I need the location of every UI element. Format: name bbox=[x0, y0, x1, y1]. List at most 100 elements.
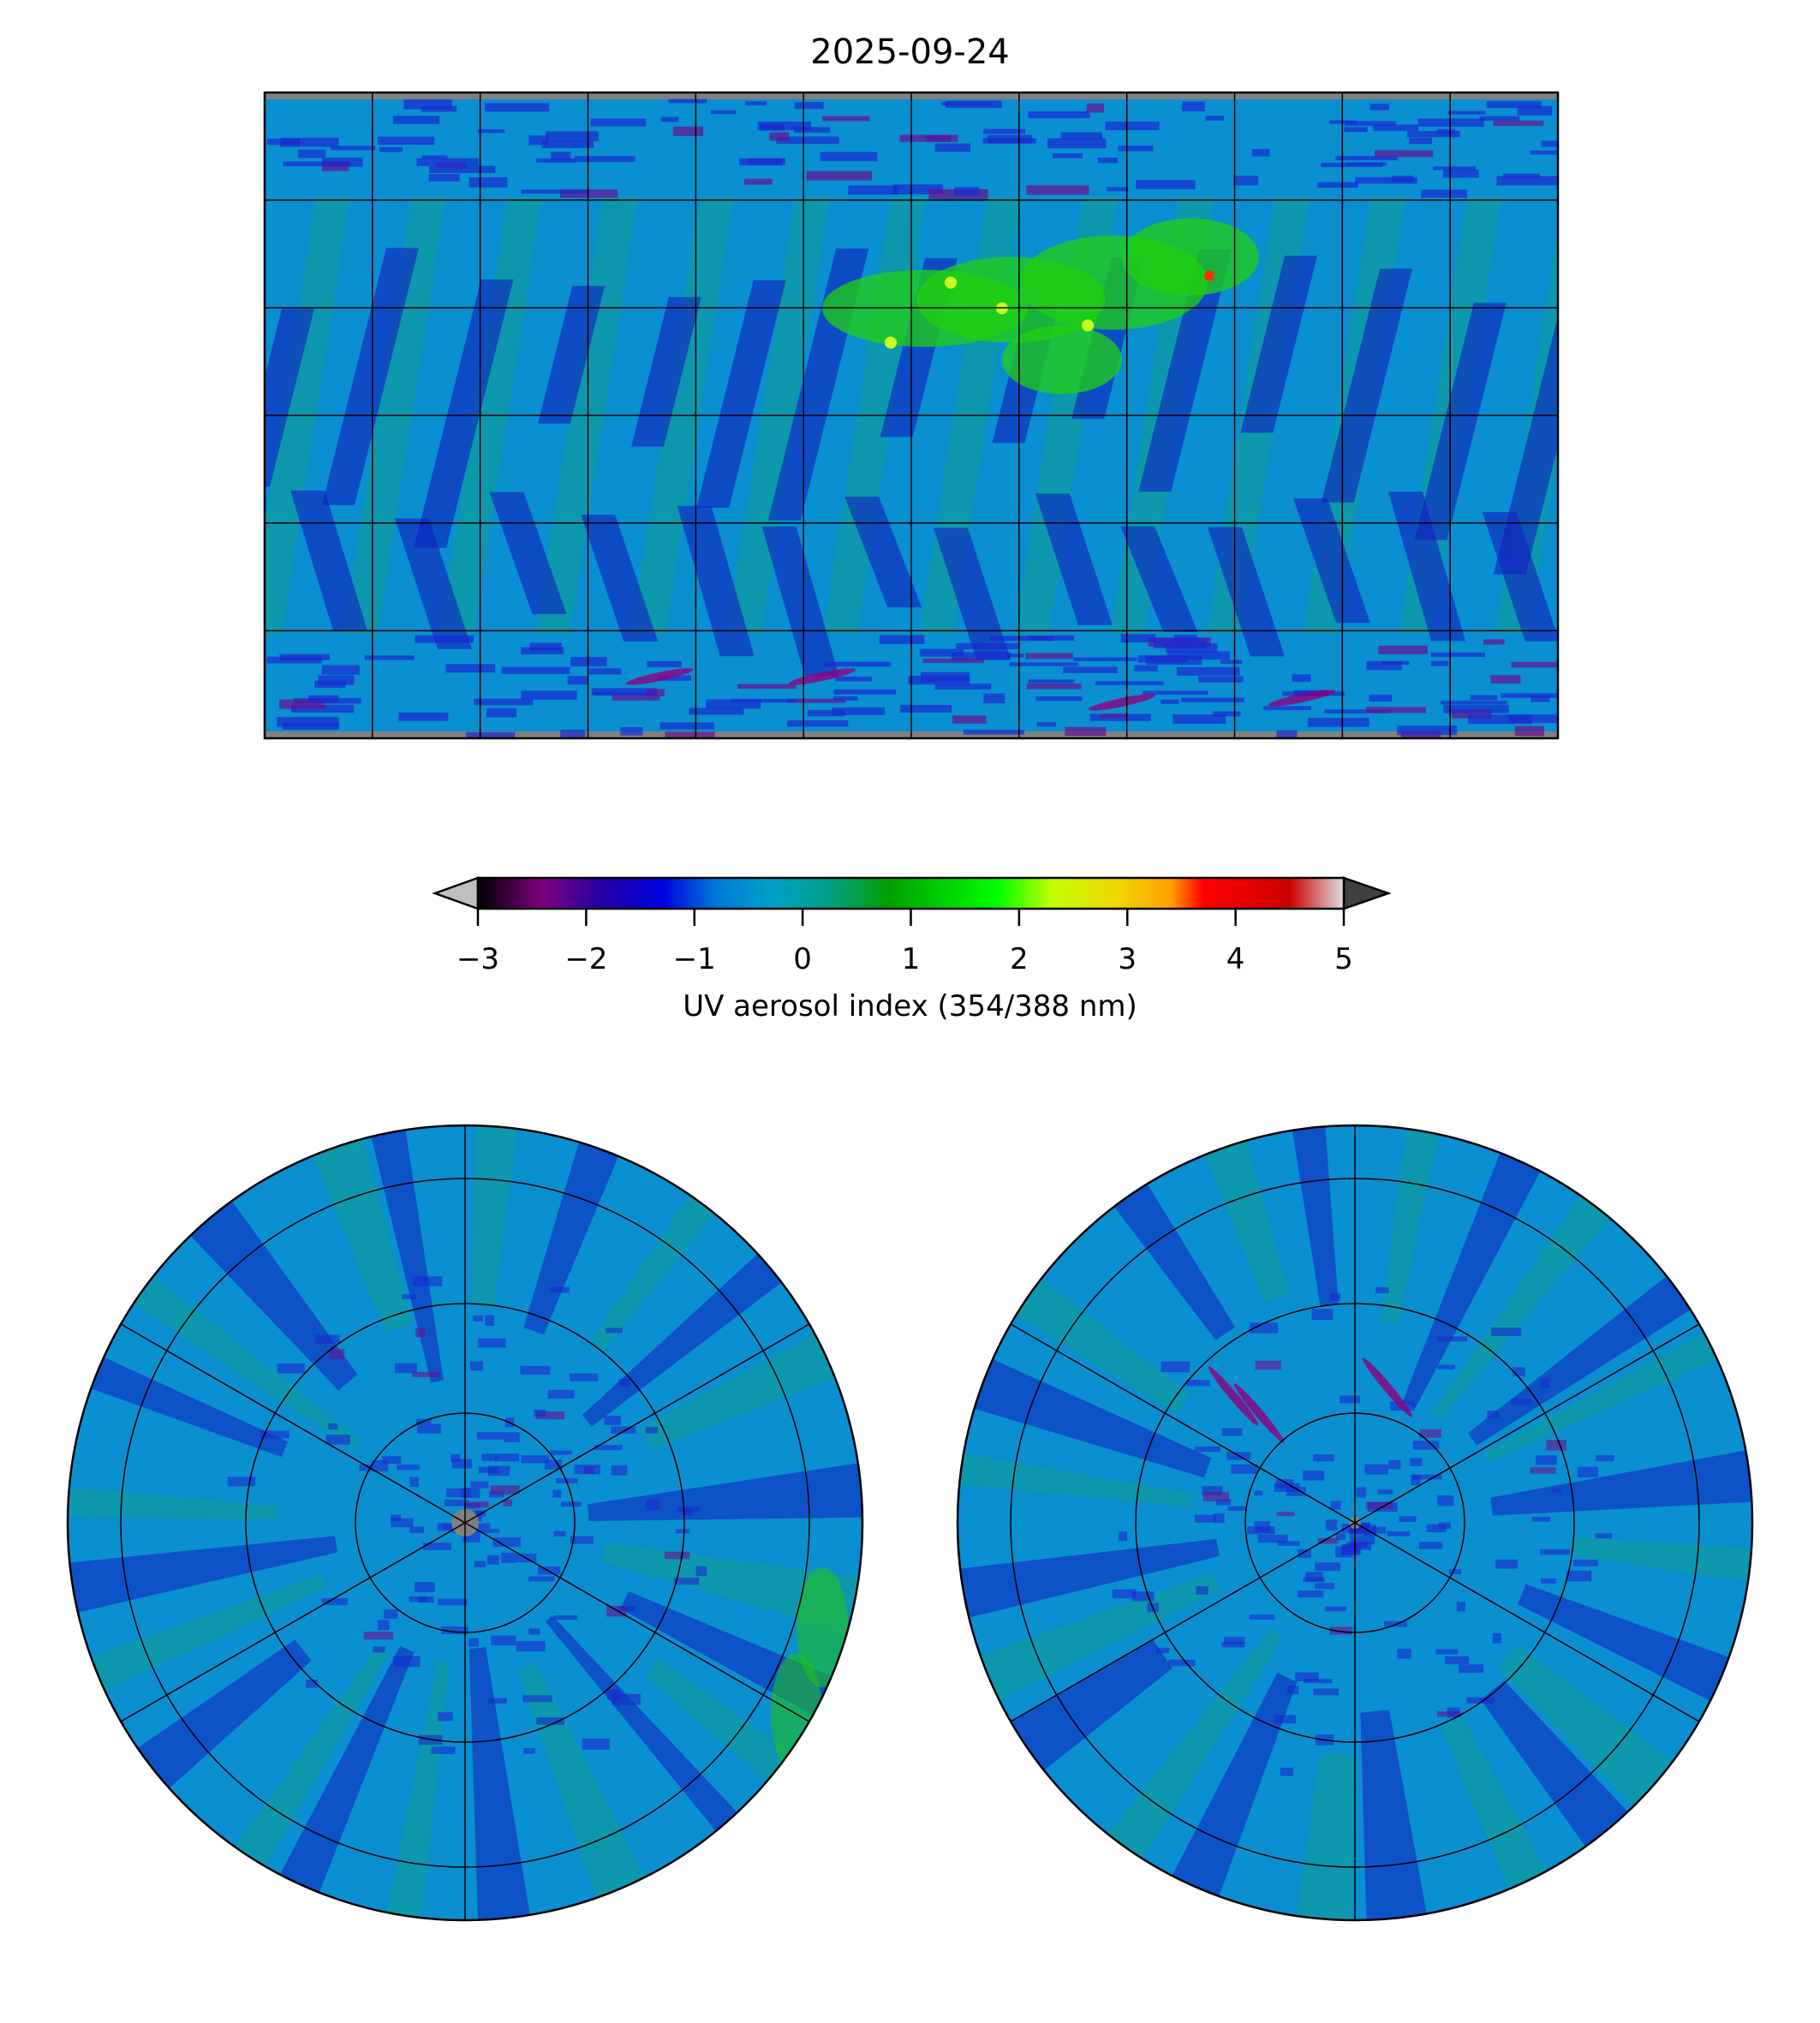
polar-noise bbox=[1186, 1380, 1210, 1387]
polar-noise bbox=[787, 720, 849, 727]
polar-noise bbox=[1028, 110, 1090, 119]
colorbar-tick-label: 2 bbox=[1010, 942, 1029, 976]
low-ai-streak bbox=[321, 248, 419, 505]
polar-noise bbox=[1344, 127, 1368, 132]
polar-noise bbox=[645, 1427, 659, 1434]
meridian-line bbox=[1354, 1321, 1704, 1524]
polar-noise bbox=[668, 98, 707, 104]
low-ai-streak bbox=[1414, 302, 1507, 540]
polar-noise bbox=[1437, 1495, 1454, 1507]
polar-noise bbox=[892, 184, 944, 194]
low-ai-streak bbox=[933, 528, 1011, 659]
low-ai-streak bbox=[1172, 1673, 1298, 1897]
polar-noise bbox=[1257, 1534, 1288, 1543]
colorbar-tick-label: 1 bbox=[901, 942, 921, 976]
low-ai-streak bbox=[1138, 249, 1232, 492]
polar-noise bbox=[1276, 1512, 1295, 1517]
low-ai-streak bbox=[1321, 268, 1412, 503]
polar-noise bbox=[1307, 718, 1369, 727]
polar-noise bbox=[1173, 714, 1226, 724]
polar-noise bbox=[587, 668, 622, 675]
polar-noise bbox=[553, 1531, 566, 1537]
polar-noise bbox=[1073, 657, 1137, 661]
polar-noise bbox=[1233, 176, 1258, 186]
polar-noise bbox=[1375, 1286, 1389, 1293]
polar-noise bbox=[277, 717, 339, 727]
polar-noise bbox=[1221, 1642, 1245, 1648]
polar-noise bbox=[1326, 1519, 1338, 1531]
colorbar-under-extension bbox=[432, 876, 480, 910]
polar-noise bbox=[1263, 706, 1312, 711]
polar-noise bbox=[1324, 709, 1391, 713]
polar-noise bbox=[1120, 634, 1156, 643]
high-ai-spot bbox=[1082, 319, 1094, 331]
polar-noise bbox=[647, 660, 682, 668]
polar-noise bbox=[415, 635, 474, 643]
low-ai-streak bbox=[1207, 527, 1285, 657]
polar-noise bbox=[1397, 1649, 1411, 1659]
polar-noise bbox=[1530, 1467, 1556, 1474]
polar-noise bbox=[983, 128, 1025, 134]
colorbar-tick-label: 0 bbox=[793, 942, 812, 976]
polar-noise bbox=[476, 1432, 505, 1440]
polar-noise bbox=[1373, 124, 1419, 131]
polar-noise bbox=[1388, 1459, 1401, 1470]
polar-noise bbox=[1340, 1395, 1361, 1404]
colorbar-over-extension bbox=[1342, 876, 1392, 910]
polar-noise bbox=[1443, 705, 1509, 713]
polar-noise bbox=[1142, 690, 1208, 695]
polar-noise bbox=[321, 665, 360, 675]
colorbar-tick-label: 4 bbox=[1226, 942, 1245, 976]
polar-noise bbox=[451, 1453, 461, 1462]
colorbar-tick-label: −1 bbox=[672, 942, 716, 976]
polar-noise bbox=[673, 1578, 700, 1585]
polar-noise bbox=[379, 146, 403, 152]
polar-noise bbox=[382, 1456, 402, 1465]
polar-noise bbox=[606, 1689, 621, 1700]
polar-noise bbox=[328, 1423, 338, 1430]
polar-noise bbox=[1345, 121, 1396, 127]
polar-noise bbox=[1430, 660, 1449, 666]
low-ai-streak bbox=[1362, 1358, 1413, 1417]
polar-noise bbox=[665, 731, 715, 738]
colorbar-tick-label: 3 bbox=[1118, 942, 1137, 976]
polar-noise bbox=[1501, 693, 1558, 698]
polar-noise bbox=[1531, 695, 1550, 702]
polar-noise bbox=[266, 138, 301, 146]
polar-noise bbox=[1342, 1544, 1361, 1554]
polar-noise bbox=[1540, 1549, 1571, 1555]
orbit-swath bbox=[1296, 1752, 1354, 1920]
south-polar-frame bbox=[956, 1124, 1754, 1922]
polar-noise bbox=[1277, 1541, 1300, 1546]
polar-noise bbox=[421, 155, 448, 159]
polar-noise bbox=[1097, 158, 1119, 164]
polar-noise bbox=[745, 101, 767, 106]
polar-noise bbox=[1456, 1602, 1466, 1612]
polar-noise bbox=[1364, 1464, 1388, 1475]
polar-noise bbox=[1406, 130, 1460, 138]
polar-noise bbox=[922, 658, 984, 664]
polar-noise bbox=[1486, 101, 1542, 109]
polar-noise bbox=[314, 1334, 340, 1344]
polar-noise bbox=[1442, 169, 1479, 178]
polar-noise bbox=[739, 158, 783, 166]
polar-noise bbox=[1036, 722, 1056, 727]
polar-noise bbox=[1224, 1637, 1245, 1644]
high-ai-region bbox=[77, 839, 128, 959]
polar-noise bbox=[835, 676, 873, 682]
low-ai-streak bbox=[974, 1359, 1212, 1478]
polar-noise bbox=[1491, 1327, 1522, 1336]
polar-noise bbox=[330, 146, 376, 151]
polar-noise bbox=[1335, 1533, 1346, 1541]
polar-noise bbox=[776, 136, 839, 145]
polar-noise bbox=[1540, 1578, 1556, 1584]
global-map bbox=[265, 92, 1558, 738]
polar-noise bbox=[1095, 681, 1164, 685]
low-ai-streak bbox=[279, 1645, 415, 1893]
polar-noise bbox=[1254, 1490, 1263, 1496]
polar-noise bbox=[1196, 1586, 1208, 1595]
polar-noise bbox=[1161, 1361, 1190, 1373]
polar-noise bbox=[550, 1286, 570, 1293]
colorbar-tick-label: −2 bbox=[564, 942, 608, 976]
